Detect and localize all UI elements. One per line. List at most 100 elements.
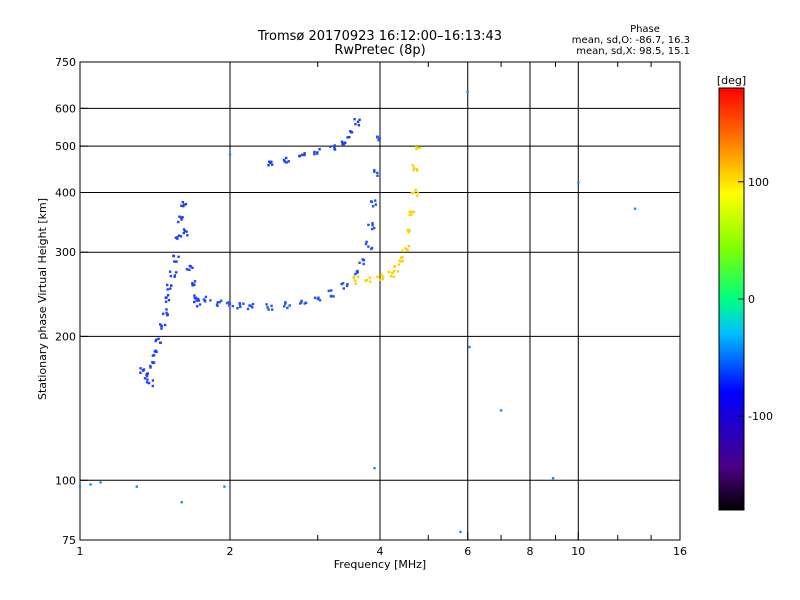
data-point — [251, 302, 255, 306]
data-point — [299, 302, 302, 305]
data-point — [284, 301, 287, 304]
chart-subtitle: RwPretec (8p) — [334, 43, 425, 58]
colorbar-tick-label: 100 — [748, 176, 769, 189]
data-point — [327, 289, 330, 293]
data-point — [408, 213, 411, 217]
data-point — [149, 366, 152, 369]
data-point — [172, 254, 175, 258]
data-point — [300, 299, 303, 303]
data-point — [242, 302, 245, 305]
data-point — [216, 304, 219, 307]
data-point — [197, 299, 200, 302]
data-point — [316, 152, 319, 155]
data-point — [357, 275, 360, 279]
data-point — [246, 307, 250, 311]
data-point — [78, 485, 82, 488]
data-point — [381, 275, 385, 278]
data-point — [227, 301, 230, 304]
data-point — [154, 339, 157, 343]
data-point — [236, 307, 239, 310]
data-point — [147, 381, 151, 385]
data-point — [285, 156, 288, 160]
data-point — [378, 136, 381, 140]
data-point — [380, 273, 383, 276]
data-point — [163, 323, 167, 327]
data-point — [169, 287, 172, 290]
data-point — [362, 258, 366, 262]
data-point — [146, 378, 149, 381]
data-point — [166, 313, 169, 316]
data-point — [499, 409, 503, 412]
data-point — [389, 274, 393, 278]
data-point — [459, 530, 462, 534]
data-point — [193, 296, 196, 300]
y-tick-label: 75 — [62, 534, 76, 547]
data-point — [228, 304, 231, 307]
data-point — [159, 341, 162, 344]
data-point — [191, 266, 194, 269]
data-point — [373, 226, 376, 230]
data-point — [182, 205, 185, 208]
data-point — [169, 274, 172, 278]
data-point — [416, 194, 419, 197]
data-point — [269, 161, 272, 165]
data-point — [397, 263, 400, 266]
data-point — [193, 294, 196, 297]
data-point — [288, 304, 291, 307]
stats-heading: Phase — [630, 24, 660, 35]
data-point — [369, 280, 372, 283]
data-point — [410, 210, 413, 213]
data-point — [346, 136, 349, 139]
data-point — [204, 295, 208, 299]
plot-axes: 1 2 4 6 8 10 16 75 100 200 300 400 500 600 750 — [55, 56, 687, 558]
data-point — [344, 141, 347, 144]
series-4 — [78, 90, 637, 534]
data-point — [239, 305, 242, 308]
data-point — [417, 146, 420, 149]
data-point — [180, 218, 183, 221]
data-point — [374, 203, 377, 206]
data-point — [193, 300, 196, 304]
data-point — [342, 287, 345, 290]
data-point — [166, 294, 170, 297]
data-point — [149, 364, 152, 368]
data-point — [371, 227, 374, 231]
data-point — [376, 171, 379, 175]
data-point — [387, 270, 390, 273]
data-point — [304, 301, 308, 304]
data-point — [371, 224, 374, 227]
data-point — [159, 323, 162, 326]
data-point — [175, 236, 179, 239]
data-point — [270, 304, 273, 308]
data-point — [404, 247, 407, 250]
data-point — [408, 210, 411, 214]
data-point — [151, 384, 154, 388]
data-point — [415, 146, 418, 149]
data-point — [415, 167, 418, 171]
data-point — [151, 379, 155, 382]
x-tick-label: 2 — [227, 545, 234, 558]
data-point — [287, 160, 290, 163]
data-point — [283, 305, 286, 308]
data-point — [340, 282, 343, 286]
series-3 — [352, 146, 422, 285]
data-point — [168, 270, 172, 273]
data-point — [414, 188, 417, 192]
data-point — [374, 199, 377, 202]
data-point — [162, 312, 165, 315]
data-point — [178, 215, 181, 218]
data-point — [180, 501, 183, 504]
data-point — [340, 140, 344, 143]
data-point — [391, 271, 394, 275]
data-point — [182, 203, 186, 206]
data-point — [376, 275, 379, 278]
data-point — [410, 192, 414, 195]
data-point — [330, 294, 333, 298]
y-tick-label: 300 — [55, 246, 76, 259]
data-point — [143, 377, 147, 380]
data-point — [377, 139, 380, 142]
y-tick-label: 100 — [55, 474, 76, 487]
data-point — [373, 467, 376, 470]
data-point — [283, 160, 286, 163]
data-point — [405, 248, 408, 251]
